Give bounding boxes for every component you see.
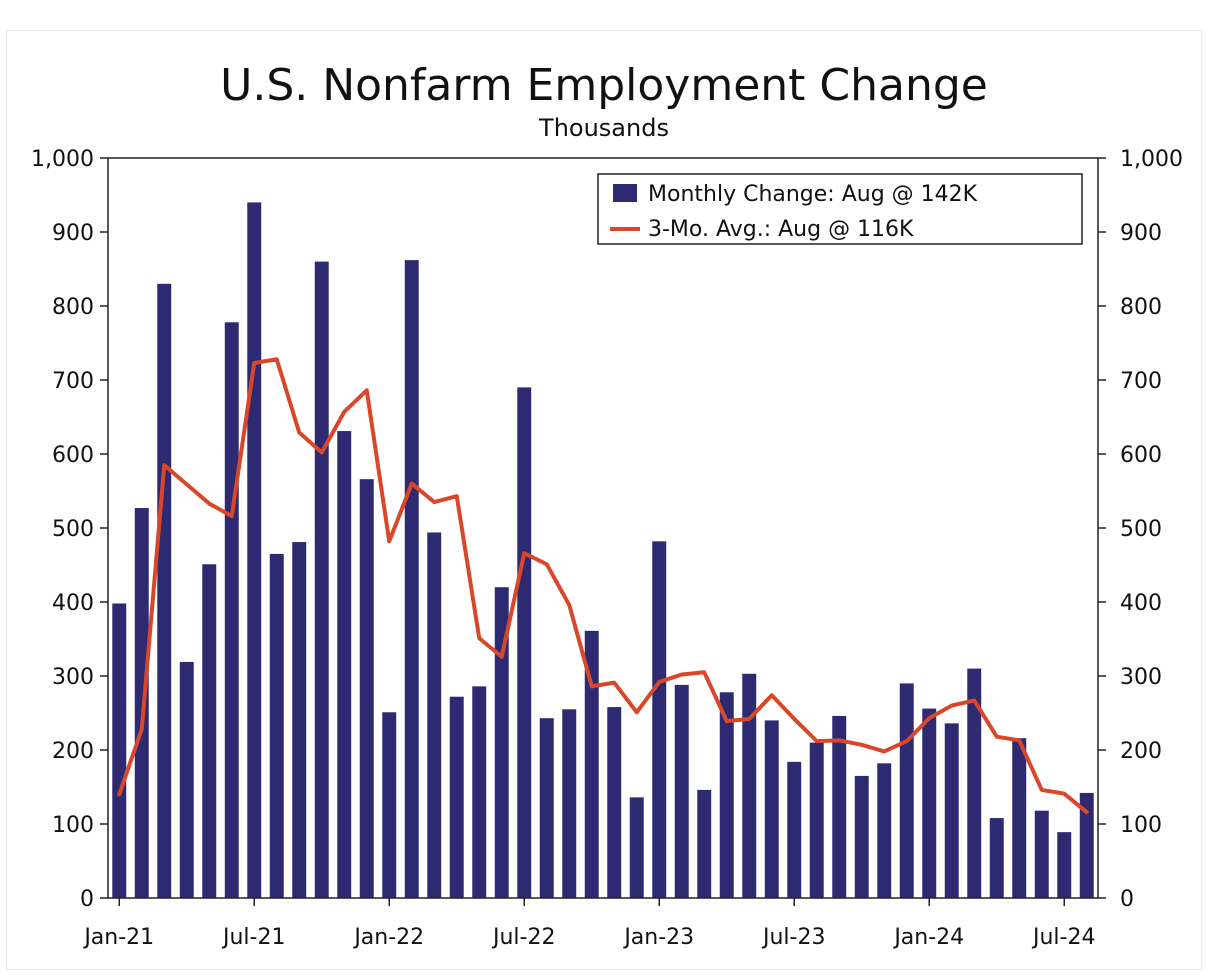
y-tick-label-left: 800	[52, 295, 94, 320]
bar-Aug-23	[809, 742, 824, 898]
bar-Apr-24	[989, 818, 1004, 898]
y-tick-label-left: 100	[52, 813, 94, 838]
bar-Jan-21	[112, 603, 127, 898]
chart-frame	[6, 30, 1202, 970]
bar-Mar-24	[967, 668, 982, 898]
bar-Aug-21	[269, 553, 284, 898]
y-tick-label-left: 200	[52, 739, 94, 764]
bar-Nov-23	[877, 763, 892, 898]
bar-Nov-22	[607, 707, 622, 898]
y-tick-label-right: 500	[1120, 517, 1162, 542]
bar-Jul-21	[247, 202, 262, 898]
bar-Jul-24	[1057, 832, 1072, 898]
bar-Nov-21	[337, 431, 352, 898]
legend-label-line: 3-Mo. Avg.: Aug @ 116K	[648, 217, 914, 242]
y-tick-label-left: 900	[52, 221, 94, 246]
y-tick-label-right: 0	[1120, 887, 1134, 912]
bar-Dec-21	[359, 479, 374, 898]
legend-label-bars: Monthly Change: Aug @ 142K	[648, 182, 978, 207]
bar-Oct-21	[314, 261, 329, 899]
x-tick-label: Jan-23	[622, 925, 694, 950]
bar-Aug-24	[1079, 792, 1094, 898]
chart-title: U.S. Nonfarm Employment Change	[220, 60, 988, 111]
bar-Dec-22	[629, 797, 644, 898]
bar-Sep-21	[292, 542, 307, 898]
bar-Jul-22	[517, 387, 532, 898]
bar-Mar-22	[427, 532, 442, 898]
bar-Feb-22	[404, 260, 419, 898]
x-tick-label: Jan-21	[82, 925, 154, 950]
bar-May-22	[472, 686, 487, 898]
bar-Jun-24	[1034, 810, 1049, 898]
bar-Dec-23	[899, 683, 914, 898]
bar-Apr-23	[719, 692, 734, 898]
bar-Feb-23	[674, 684, 689, 898]
y-tick-label-right: 900	[1120, 221, 1162, 246]
bar-Oct-23	[854, 775, 869, 898]
bar-Jun-21	[224, 322, 239, 898]
bar-May-21	[202, 564, 217, 898]
bar-Apr-22	[449, 696, 464, 898]
bar-Oct-22	[584, 630, 599, 898]
bar-Jul-23	[787, 761, 802, 898]
bar-Aug-22	[539, 718, 554, 898]
axes: 0 0 100 100 200 200 300 300 400 400 500 500 600 600 70…	[31, 147, 1183, 950]
bar-Feb-21	[134, 508, 149, 898]
bar-series	[112, 202, 1094, 899]
x-tick-label: Jul-23	[761, 925, 825, 950]
y-tick-label-left: 1,000	[31, 147, 94, 172]
y-tick-label-right: 100	[1120, 813, 1162, 838]
bar-Jan-24	[922, 708, 937, 898]
y-tick-label-right: 400	[1120, 591, 1162, 616]
legend-box	[597, 173, 1083, 245]
bar-Feb-24	[944, 723, 959, 898]
bar-Jan-22	[382, 712, 397, 898]
bar-Mar-21	[157, 283, 172, 898]
bar-Apr-21	[179, 661, 194, 898]
line-series	[117, 357, 1089, 815]
y-tick-label-right: 700	[1120, 369, 1162, 394]
x-tick-label: Jan-24	[892, 925, 964, 950]
bar-Sep-23	[832, 715, 847, 898]
bar-Mar-23	[697, 789, 712, 898]
bar-Jun-23	[764, 720, 779, 898]
bar-May-23	[742, 673, 757, 898]
y-tick-label-right: 300	[1120, 665, 1162, 690]
legend: Monthly Change: Aug @ 142K 3-Mo. Avg.: A…	[597, 173, 1083, 245]
bar-Sep-22	[562, 709, 577, 898]
y-tick-label-right: 600	[1120, 443, 1162, 468]
y-tick-label-right: 200	[1120, 739, 1162, 764]
y-tick-label-left: 700	[52, 369, 94, 394]
chart-subtitle: Thousands	[538, 114, 669, 142]
y-tick-label-left: 400	[52, 591, 94, 616]
bar-Jun-22	[494, 587, 509, 898]
y-tick-label-left: 300	[52, 665, 94, 690]
x-tick-label: Jul-22	[491, 925, 555, 950]
y-tick-label-right: 800	[1120, 295, 1162, 320]
y-tick-label-right: 1,000	[1120, 147, 1183, 172]
y-tick-label-left: 600	[52, 443, 94, 468]
x-tick-label: Jul-24	[1031, 925, 1095, 950]
avg-line	[117, 357, 1089, 815]
legend-swatch-bars	[613, 184, 637, 202]
x-tick-label: Jul-21	[221, 925, 285, 950]
y-tick-label-left: 500	[52, 517, 94, 542]
x-tick-label: Jan-22	[352, 925, 424, 950]
bar-Jan-23	[652, 541, 667, 898]
y-tick-label-left: 0	[80, 887, 94, 912]
bar-May-24	[1012, 738, 1027, 898]
